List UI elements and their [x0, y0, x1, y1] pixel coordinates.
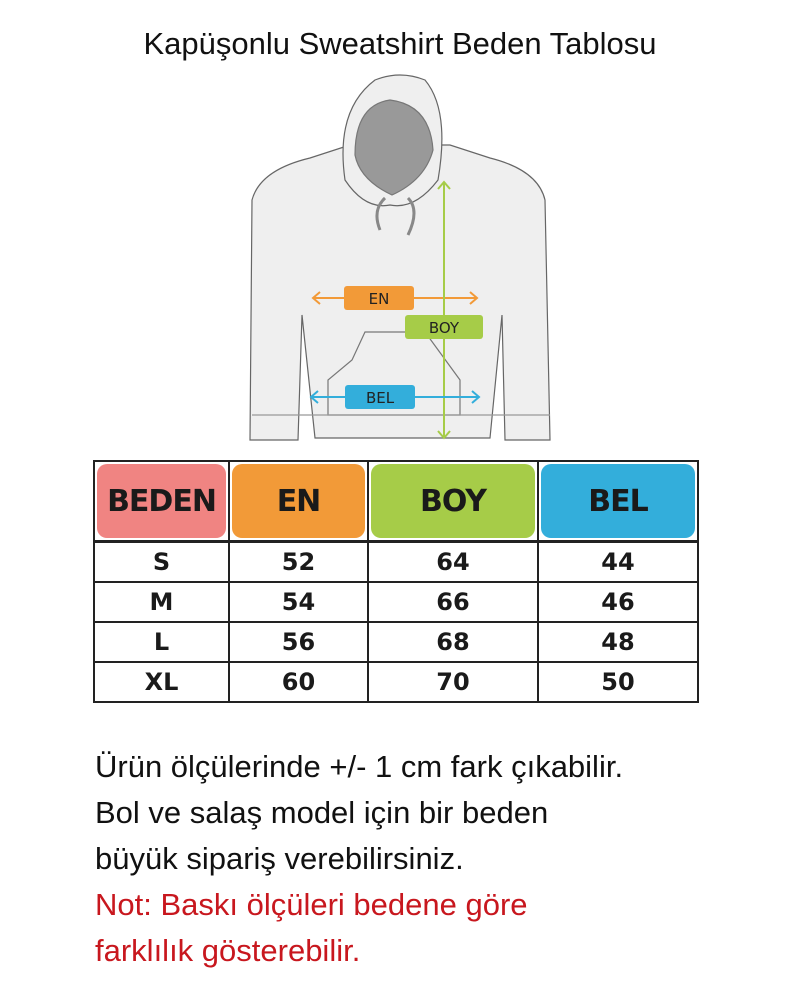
cell-bel: 50 — [537, 661, 699, 703]
measure-en: EN — [311, 286, 479, 310]
size-table: BEDEN EN BOY BEL S 52 64 44 M 54 66 46 L… — [93, 460, 699, 703]
cell-en: 56 — [228, 621, 369, 663]
note-oversize-1: Bol ve salaş model için bir beden — [95, 795, 549, 830]
cell-boy: 66 — [367, 581, 539, 623]
cell-bel: 48 — [537, 621, 699, 663]
cell-en: 60 — [228, 661, 369, 703]
notes: Ürün ölçülerinde +/- 1 cm fark çıkabilir… — [95, 744, 623, 974]
cell-bel: 46 — [537, 581, 699, 623]
note-tolerance: Ürün ölçülerinde +/- 1 cm fark çıkabilir… — [95, 749, 624, 784]
table-header-row: BEDEN EN BOY BEL — [93, 460, 699, 543]
measure-boy: BOY — [405, 180, 483, 440]
table-row: XL 60 70 50 — [93, 661, 699, 703]
table-row: L 56 68 48 — [93, 621, 699, 663]
table-row: S 52 64 44 — [93, 540, 699, 583]
header-beden: BEDEN — [93, 460, 230, 543]
cell-bel: 44 — [537, 540, 699, 583]
cell-size: M — [93, 581, 230, 623]
page-title: Kapüşonlu Sweatshirt Beden Tablosu — [143, 26, 657, 61]
cell-boy: 68 — [367, 621, 539, 663]
cell-en: 54 — [228, 581, 369, 623]
cell-en: 52 — [228, 540, 369, 583]
label-bel: BEL — [366, 389, 395, 407]
measure-bel: BEL — [309, 385, 481, 409]
hoodie-diagram: EN BOY BEL — [249, 74, 551, 441]
label-en: EN — [369, 290, 390, 308]
cell-size: S — [93, 540, 230, 583]
header-bel: BEL — [537, 460, 699, 543]
table-row: M 54 66 46 — [93, 581, 699, 623]
warning-print-1: Not: Baskı ölçüleri bedene göre — [95, 887, 528, 922]
cell-size: L — [93, 621, 230, 663]
header-boy: BOY — [367, 460, 539, 543]
cell-boy: 70 — [367, 661, 539, 703]
header-en: EN — [228, 460, 369, 543]
cell-boy: 64 — [367, 540, 539, 583]
warning-print-2: farklılık gösterebilir. — [95, 933, 361, 968]
note-oversize-2: büyük sipariş verebilirsiniz. — [95, 841, 464, 876]
label-boy: BOY — [429, 319, 460, 337]
cell-size: XL — [93, 661, 230, 703]
